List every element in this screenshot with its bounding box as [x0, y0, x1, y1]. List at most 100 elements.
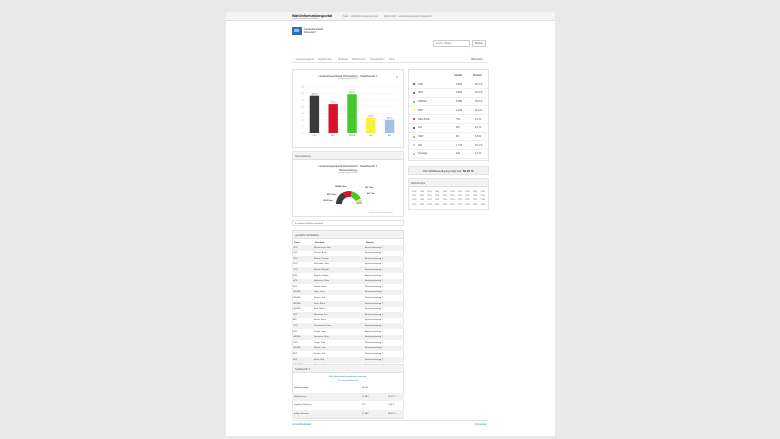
candidate-party: GRÜNE — [293, 308, 301, 311]
votes-header-pct: Prozent — [473, 73, 482, 77]
district-link[interactable]: 7119 — [472, 195, 478, 198]
bar-value-label: 28,4 % — [312, 94, 318, 96]
candidate-row: CDU Fischer, Anna Bezirksvertretung 7 — [292, 251, 404, 257]
district-link[interactable]: 7140 — [480, 203, 485, 206]
breadcrumb-city[interactable]: Landeshauptstadt Düsseldorf — [398, 15, 432, 19]
district-link[interactable]: 7127 — [457, 199, 463, 202]
seat-slice-cdu[interactable] — [336, 192, 346, 204]
city-logo-icon[interactable] — [292, 27, 302, 35]
bar-afd[interactable] — [384, 119, 395, 133]
district-link[interactable]: 7118 — [465, 195, 470, 198]
nav-item-map[interactable]: Karte — [389, 57, 395, 61]
seat-slice-spd[interactable] — [343, 191, 352, 198]
votes-party: SPD — [418, 91, 423, 95]
district-link[interactable]: 7105 — [442, 191, 447, 193]
district-link[interactable]: 7125 — [442, 199, 447, 202]
district-link[interactable]: 7128 — [465, 199, 470, 202]
search-input[interactable] — [433, 40, 470, 47]
district-link[interactable]: 7109 — [472, 191, 478, 193]
bar-grüne[interactable] — [347, 94, 357, 133]
stats-link-all[interactable]: Alle Stimmbezirksergebnisse anzeigen — [329, 376, 367, 378]
district-link[interactable]: 7134 — [434, 203, 440, 206]
district-link[interactable]: 7103 — [427, 191, 432, 193]
districts-panel: Wahlbezirke 7101 7102 7103 7104 7105 7106 7107… — [408, 178, 489, 210]
district-link[interactable]: 7115 — [442, 195, 447, 198]
district-link[interactable]: 7110 — [480, 191, 485, 193]
district-link[interactable]: 7131 — [412, 203, 417, 206]
district-link[interactable]: 7139 — [472, 203, 478, 206]
district-link[interactable]: 7114 — [434, 195, 440, 198]
bar-cdu[interactable] — [309, 95, 320, 133]
party-color-dot — [413, 118, 415, 121]
candidate-mandate: Bezirksvertretung 7 — [365, 308, 383, 311]
district-link[interactable]: 7121 — [412, 199, 417, 202]
page: Wahlinformationsportal Landeshauptstadt … — [226, 12, 555, 436]
stats-value: 30.181 — [362, 387, 369, 389]
candidate-name: Mustermann, Max — [314, 246, 331, 249]
seat-label: GRÜNE 4 Sitze — [335, 185, 347, 188]
district-link[interactable]: 7111 — [412, 195, 417, 198]
candidate-party: GRÜNE — [293, 347, 301, 350]
district-link[interactable]: 7135 — [442, 203, 447, 206]
district-link[interactable]: 7108 — [465, 191, 470, 193]
menu-icon[interactable]: ≡ — [396, 75, 398, 79]
breadcrumb-election[interactable]: Wahl 2021 — [384, 15, 397, 19]
brand-subtitle: Landeshauptstadt Düsseldorf — [292, 17, 319, 20]
district-link[interactable]: 7133 — [427, 203, 432, 206]
cand-col-party: Partei — [294, 242, 301, 244]
stats-link-overview[interactable]: Zur Gesamtübersicht — [337, 379, 359, 382]
district-link[interactable]: 7137 — [457, 203, 463, 206]
breadcrumb-start[interactable]: Start — [343, 15, 349, 19]
candidate-row: GRÜNE Richter, Jan Bezirksvertretung 7 — [292, 295, 404, 301]
votes-count: 212 — [456, 152, 460, 156]
bar-spd[interactable] — [328, 104, 338, 133]
district-link[interactable]: 7130 — [480, 199, 485, 202]
district-link[interactable]: 7138 — [465, 203, 470, 206]
nav-item-districts[interactable]: Stadtbezirke — [318, 57, 332, 61]
candidate-row: CDU Becker, Michael Bezirksvertretung 7 — [292, 267, 404, 273]
district-link[interactable]: 7126 — [450, 199, 455, 202]
district-link[interactable]: 7113 — [427, 195, 432, 198]
district-link[interactable]: 7136 — [450, 203, 455, 206]
nav-item-direct[interactable]: Direktwahlen — [370, 57, 385, 61]
nav-item-quarters[interactable]: Stadtteile — [338, 57, 349, 61]
district-link[interactable]: 7132 — [419, 203, 425, 206]
seat-slice-afd[interactable] — [355, 201, 362, 204]
district-link[interactable]: 7122 — [419, 199, 425, 202]
district-link[interactable]: 7104 — [434, 191, 440, 193]
nav-item-overall[interactable]: Gesamtergebnis — [296, 57, 315, 61]
seat-slice-fdp[interactable] — [355, 198, 362, 203]
district-link[interactable]: 7117 — [457, 195, 462, 198]
breadcrumb-portal[interactable]: Wahlinformationsportal — [351, 15, 378, 19]
district-link[interactable]: 7102 — [419, 191, 425, 193]
bar-value-label: 11,8 % — [368, 115, 374, 117]
candidate-party: CDU — [293, 263, 298, 266]
district-link[interactable]: 7120 — [480, 195, 485, 198]
district-link[interactable]: 7129 — [472, 199, 478, 202]
bar-fdp[interactable] — [366, 117, 376, 133]
votes-party: ÖDP — [418, 134, 424, 138]
district-link[interactable]: 7124 — [434, 199, 440, 202]
candidate-row: CDU Zimmermann, Eva Bezirksvertretung 7 — [292, 323, 404, 329]
nav-item-overview[interactable]: Übersicht — [471, 57, 483, 61]
votes-count: 1.743 — [456, 143, 462, 147]
brand-title[interactable]: Wahlinformationsportal — [292, 13, 333, 18]
district-link[interactable]: 7116 — [450, 195, 455, 198]
candidate-row: SPD Krause, Ute Bezirksvertretung 7 — [292, 351, 404, 357]
district-link[interactable]: 7112 — [419, 195, 424, 198]
district-link[interactable]: 7123 — [427, 199, 432, 202]
search-button[interactable]: Suchen — [472, 40, 486, 47]
seat-slice-grüne[interactable] — [350, 191, 361, 201]
y-tick-label: 5 — [303, 126, 304, 128]
footer-right-link[interactable]: Impressum — [475, 423, 487, 426]
district-link[interactable]: 7101 — [412, 191, 417, 193]
info-note[interactable]: In weiteren Wahlen anzeigen — [292, 220, 404, 226]
district-link[interactable]: 7106 — [450, 191, 455, 193]
nav-item-wards[interactable]: Wahlbezirke — [352, 57, 366, 61]
seat-label: SPD 3 Sitze — [327, 193, 336, 196]
district-link[interactable]: 7107 — [457, 191, 463, 193]
votes-table: Anzahl Prozent CDU 4.883 28,4 % SPD 3.802 22,… — [408, 69, 489, 161]
votes-row: DIE LINKE 751 4,4 % — [409, 115, 488, 124]
footer-left-link[interactable]: Landeshauptstadt — [292, 423, 312, 426]
candidate-party: CDU — [293, 268, 298, 271]
